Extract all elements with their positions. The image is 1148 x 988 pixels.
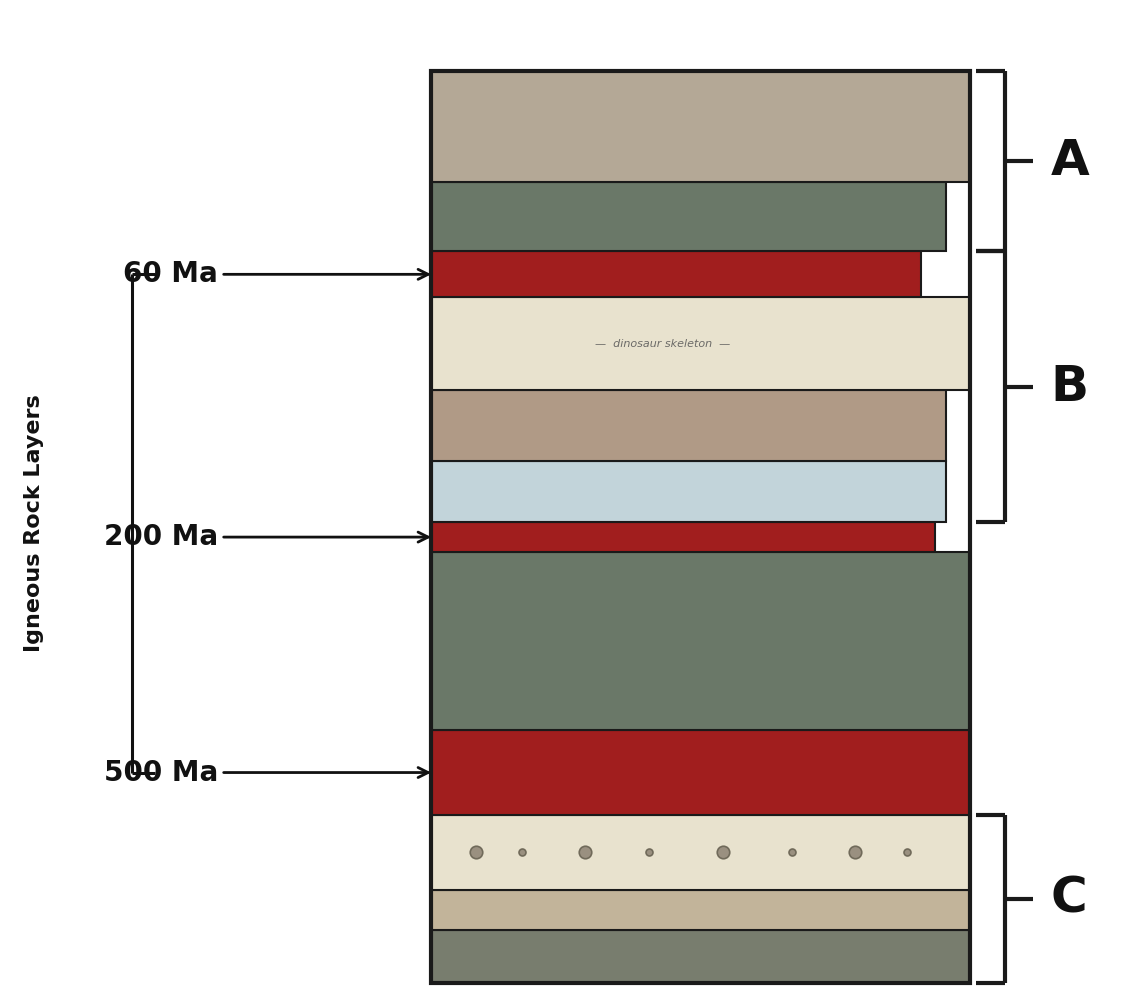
Bar xyxy=(430,523,934,552)
Bar xyxy=(430,930,970,983)
Text: Igneous Rock Layers: Igneous Rock Layers xyxy=(24,394,45,652)
Text: A: A xyxy=(1050,137,1089,186)
Bar xyxy=(430,251,922,297)
Bar xyxy=(430,730,970,814)
Text: 500 Ma: 500 Ma xyxy=(103,759,428,786)
Text: B: B xyxy=(1050,363,1088,411)
Text: C: C xyxy=(1050,874,1087,923)
Text: 200 Ma: 200 Ma xyxy=(104,523,428,551)
Bar xyxy=(430,71,970,983)
Bar xyxy=(430,890,970,930)
Bar xyxy=(430,552,970,730)
Bar xyxy=(430,297,970,390)
Bar xyxy=(430,814,970,890)
Text: 60 Ma: 60 Ma xyxy=(123,260,428,288)
Bar xyxy=(430,182,946,251)
Bar xyxy=(430,461,946,523)
Text: —  dinosaur skeleton  —: — dinosaur skeleton — xyxy=(595,339,730,349)
Bar xyxy=(430,71,970,182)
Bar xyxy=(430,390,946,461)
